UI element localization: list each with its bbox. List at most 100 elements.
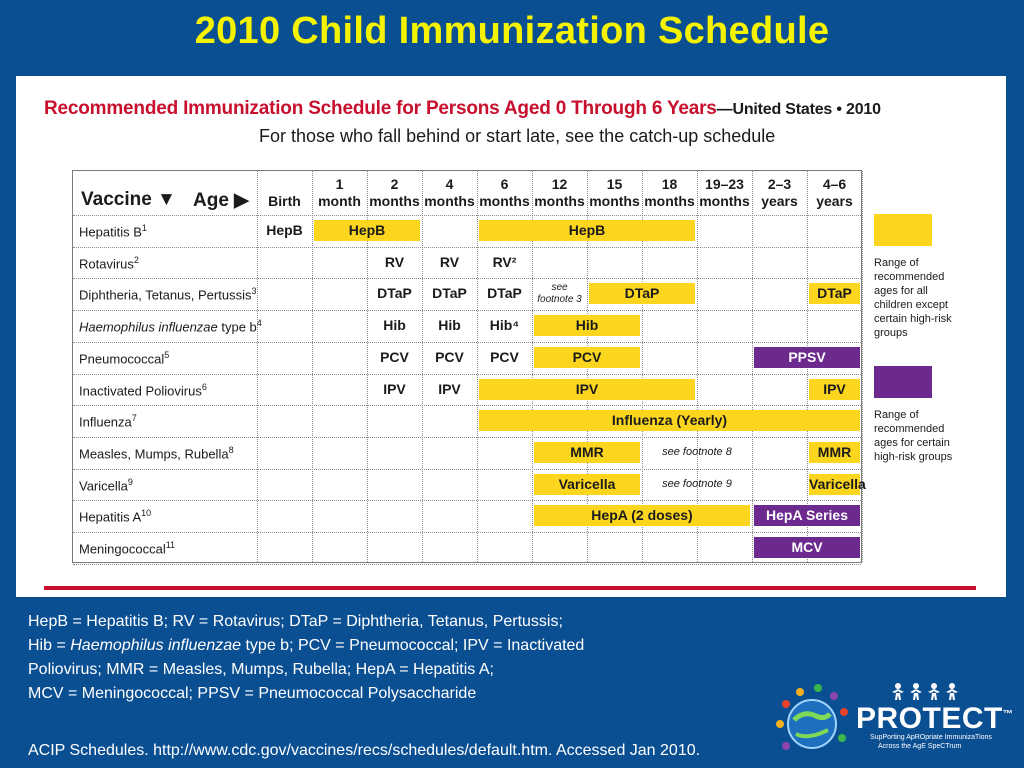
recommended-range-bar: PCV — [534, 346, 640, 368]
age-column-header: 18 months — [642, 176, 697, 210]
abbr-line2-post: type b; PCV = Pneumococcal; IPV = Inacti… — [241, 637, 585, 654]
grid-row-line — [73, 500, 861, 502]
abbr-line2-pre: Hib = — [28, 637, 71, 654]
grid-row-line — [73, 373, 861, 375]
high-risk-range-bar: MCV — [754, 537, 860, 558]
age-column-header: 12 months — [532, 176, 587, 210]
grid-row-line — [73, 436, 861, 438]
footnote-marker: 8 — [228, 444, 234, 455]
recommended-range-bar: DTaP — [589, 283, 695, 305]
abbr-line2-italic: Haemophilus influenzae — [70, 637, 242, 654]
see-footnote-note: see footnote 8 — [662, 445, 732, 458]
grid-column-line — [697, 171, 698, 562]
dose-label: IPV — [438, 380, 461, 397]
schedule-title-main: Recommended Immunization Schedule for Pe… — [44, 98, 717, 119]
age-column-header: 19–23 months — [697, 176, 752, 210]
grid-column-line — [422, 171, 423, 562]
age-header-line: 19–23 — [705, 176, 744, 192]
vaccine-name: Diphtheria, Tetanus, Pertussis3 — [79, 286, 256, 302]
legend-text-line: Range of — [874, 257, 919, 269]
vaccine-name: Hepatitis B1 — [79, 223, 147, 239]
dose-label: DTaP — [377, 285, 412, 302]
age-header-line: 1 — [335, 176, 344, 192]
grid-column-line — [642, 171, 643, 562]
age-column-header: 4–6 years — [807, 176, 862, 210]
age-header-line: 2 — [390, 176, 399, 192]
age-header-line: month — [318, 193, 361, 209]
legend-text-line: recommended — [874, 423, 945, 435]
legend-text-line: ages for certain — [874, 437, 950, 449]
schedule-title-suffix: —United States • 2010 — [716, 101, 881, 118]
age-header-line: months — [534, 193, 585, 209]
age-column-header: 2–3 years — [752, 176, 807, 210]
age-header-line: 4 — [445, 176, 454, 192]
recommended-range-bar: DTaP — [809, 283, 860, 305]
footnote-marker: 6 — [201, 381, 207, 392]
abbreviations-line-1: HepB = Hepatitis B; RV = Rotavirus; DTaP… — [28, 613, 563, 630]
grid-row-line — [73, 278, 861, 280]
schedule-title: Recommended Immunization Schedule for Pe… — [44, 98, 881, 120]
footnote-marker: 9 — [127, 476, 133, 487]
grid-column-line — [367, 171, 368, 562]
legend-text-line: Range of — [874, 409, 919, 421]
globe-people-icon — [776, 684, 848, 750]
recommended-range-bar: HepA (2 doses) — [534, 505, 750, 527]
age-header-line: years — [816, 193, 853, 209]
legend-text-line: recommended — [874, 271, 945, 283]
vaccine-name-text: Diphtheria, Tetanus, Pertussis — [79, 287, 252, 303]
grid-column-line — [532, 171, 533, 562]
grid-column-line — [477, 171, 478, 562]
footnote-marker: 1 — [141, 223, 147, 233]
recommended-range-bar: IPV — [479, 378, 695, 400]
people-icon — [892, 683, 958, 700]
dose-label: Hib — [438, 317, 461, 334]
footnote-marker: 7 — [131, 413, 137, 424]
age-header-line: months — [644, 193, 695, 209]
dose-label: HepB — [266, 222, 303, 238]
dose-label: RV² — [492, 253, 517, 270]
schedule-subtitle: For those who fall behind or start late,… — [259, 126, 776, 146]
vaccine-name-text: Pneumococcal — [79, 351, 165, 367]
protect-tagline-2: Across the AgE SpeCTrum — [878, 743, 962, 750]
vaccine-header: Vaccine ▼ — [81, 189, 176, 210]
recommended-range-bar: HepB — [314, 220, 420, 241]
age-header-line: 12 — [551, 176, 568, 192]
age-header-line: 18 — [661, 176, 678, 192]
legend-text-line: high-risk groups — [874, 451, 953, 463]
age-header-line: months — [589, 193, 640, 209]
age-column-header: 15 months — [587, 176, 642, 210]
footnote-marker: 2 — [133, 254, 139, 265]
grid-row-line — [73, 405, 861, 407]
vaccine-name: Pneumococcal5 — [79, 350, 169, 366]
dose-label: DTaP — [432, 285, 467, 302]
vaccine-name: Rotavirus2 — [79, 255, 139, 271]
abbreviations-line-2: Hib = Haemophilus influenzae type b; PCV… — [28, 634, 788, 658]
abbreviations: HepB = Hepatitis B; RV = Rotavirus; DTaP… — [28, 610, 788, 706]
grid-row-line — [73, 246, 861, 248]
legend-text-line: children except — [874, 299, 948, 311]
dose-label: PCV — [435, 348, 464, 365]
recommended-range-bar: IPV — [809, 378, 860, 400]
see-footnote-note: see footnote 9 — [662, 477, 732, 490]
vaccine-name: Hepatitis A10 — [79, 508, 151, 524]
high-risk-range-bar: PPSV — [754, 346, 860, 368]
age-header-line: years — [761, 193, 798, 209]
slide-title: 2010 Child Immunization Schedule — [194, 10, 830, 52]
vaccine-name: Meningococcal11 — [79, 540, 175, 556]
age-header: Age ▶ — [193, 190, 249, 211]
citation: ACIP Schedules. http://www.cdc.gov/vacci… — [28, 742, 701, 759]
grid-row-line — [73, 341, 861, 343]
vaccine-name: Haemophilus influenzae type b4 — [79, 318, 262, 334]
vaccine-name-text: Influenza — [79, 414, 132, 430]
recommended-range-bar: MMR — [809, 441, 860, 463]
grid-column-line — [752, 171, 753, 562]
footnote-marker: 3 — [251, 286, 257, 297]
recommended-range-bar: Varicella — [534, 473, 640, 495]
vaccine-name: Inactivated Poliovirus6 — [79, 382, 207, 398]
vaccine-name-text: Rotavirus — [79, 256, 134, 272]
legend-text-line: ages for all — [874, 285, 928, 297]
legend-swatch-all-children — [874, 214, 932, 246]
grid-column-line — [312, 171, 313, 562]
legend-swatch-high-risk — [874, 366, 932, 398]
vaccine-name: Influenza7 — [79, 413, 137, 429]
